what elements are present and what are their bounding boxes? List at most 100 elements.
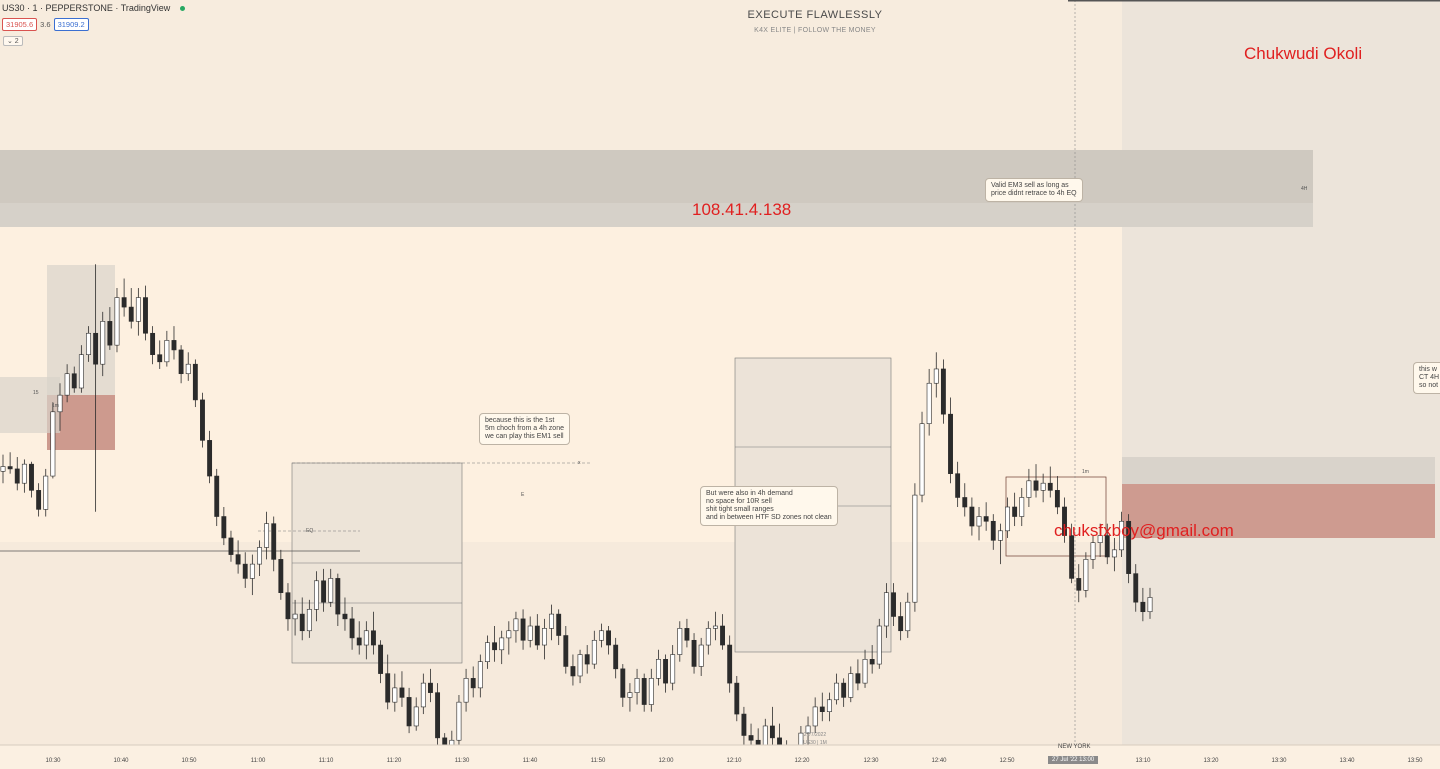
candle[interactable] [556,613,562,636]
candle[interactable] [171,340,177,351]
candle[interactable] [157,354,163,363]
candle[interactable] [613,644,619,670]
candle[interactable] [78,354,84,389]
candle[interactable] [456,701,462,741]
candle[interactable] [143,297,148,334]
candle[interactable] [948,413,953,474]
candle[interactable] [634,678,640,693]
candle[interactable] [727,644,733,684]
candle[interactable] [228,537,234,555]
right-supply-zone[interactable] [1122,484,1435,538]
candle[interactable] [492,642,498,651]
candle[interactable] [257,547,262,565]
candle[interactable] [349,618,355,639]
candle[interactable] [606,630,611,646]
candle[interactable] [734,682,740,715]
candle[interactable] [677,628,683,655]
candle[interactable] [399,687,405,698]
candle[interactable] [1076,578,1082,591]
candle[interactable] [50,411,56,477]
candle[interactable] [221,516,227,539]
indicator-collapse-button[interactable]: ⌄ 2 [3,36,23,46]
candle[interactable] [769,725,775,739]
candle[interactable] [470,678,476,689]
candle[interactable] [21,463,27,484]
candle[interactable] [926,382,932,424]
candle[interactable] [1026,480,1032,498]
candle[interactable] [242,563,248,579]
candle[interactable] [712,625,718,629]
candle[interactable] [627,692,633,698]
candle[interactable] [962,497,968,508]
right-grey-zone[interactable] [1122,457,1435,484]
candle[interactable] [549,613,555,629]
candle[interactable] [933,368,939,384]
candle[interactable] [1005,506,1010,532]
candle[interactable] [819,706,825,712]
candle[interactable] [584,654,590,665]
candle[interactable] [1111,549,1117,558]
candle[interactable] [841,682,847,698]
candle[interactable] [335,578,341,615]
candle[interactable] [100,321,106,365]
candle[interactable] [1040,482,1046,491]
candle[interactable] [1090,542,1096,560]
note-valid-em3[interactable]: Valid EM3 sell as long as price didnt re… [985,178,1083,202]
candle[interactable] [342,613,348,620]
candle[interactable] [834,682,839,701]
candle[interactable] [997,530,1003,541]
candle[interactable] [264,523,270,548]
candle[interactable] [1069,535,1075,579]
candle[interactable] [71,373,77,389]
candle[interactable] [150,332,156,355]
candle[interactable] [499,637,505,651]
candle[interactable] [29,463,34,491]
candle[interactable] [1104,535,1110,558]
candle[interactable] [356,637,362,646]
candle[interactable] [406,697,412,727]
candle[interactable] [1133,573,1139,603]
candle[interactable] [306,609,312,632]
candle[interactable] [420,682,426,708]
candle[interactable] [534,625,540,646]
candle[interactable] [698,644,704,667]
candle[interactable] [940,368,946,415]
candle[interactable] [741,713,747,736]
candle[interactable] [385,673,391,703]
candle[interactable] [1019,497,1025,517]
candle[interactable] [691,639,697,667]
candle[interactable] [527,625,533,641]
candle[interactable] [1126,520,1132,574]
candle[interactable] [513,618,519,632]
candle[interactable] [990,520,996,541]
candle[interactable] [919,423,925,496]
candle[interactable] [542,628,547,646]
candle[interactable] [506,630,512,639]
symbol-header[interactable]: US30 · 1 · PEPPERSTONE · TradingView [2,3,186,13]
candle[interactable] [876,625,882,665]
candle[interactable] [805,725,811,734]
candle[interactable] [0,466,6,472]
candle[interactable] [905,601,911,632]
note-4h-demand[interactable]: But were also in 4h demand no space for … [700,486,838,526]
candle[interactable] [862,659,868,684]
candle[interactable] [185,363,191,375]
candle[interactable] [684,628,690,641]
candle[interactable] [655,659,661,679]
symbol-title[interactable]: US30 · 1 · PEPPERSTONE · TradingView [2,3,171,13]
candle[interactable] [898,616,904,632]
candle[interactable] [848,673,854,698]
candle[interactable] [192,363,198,401]
candle[interactable] [299,613,305,632]
htf-eq-band[interactable] [0,150,1313,203]
candle[interactable] [86,332,91,355]
candle[interactable] [620,668,626,698]
candle[interactable] [883,592,889,627]
candle[interactable] [485,642,490,662]
left-grey-box[interactable] [0,377,60,433]
candle[interactable] [363,630,369,646]
candle[interactable] [7,466,13,470]
candle[interactable] [36,490,42,510]
candle[interactable] [371,630,376,646]
